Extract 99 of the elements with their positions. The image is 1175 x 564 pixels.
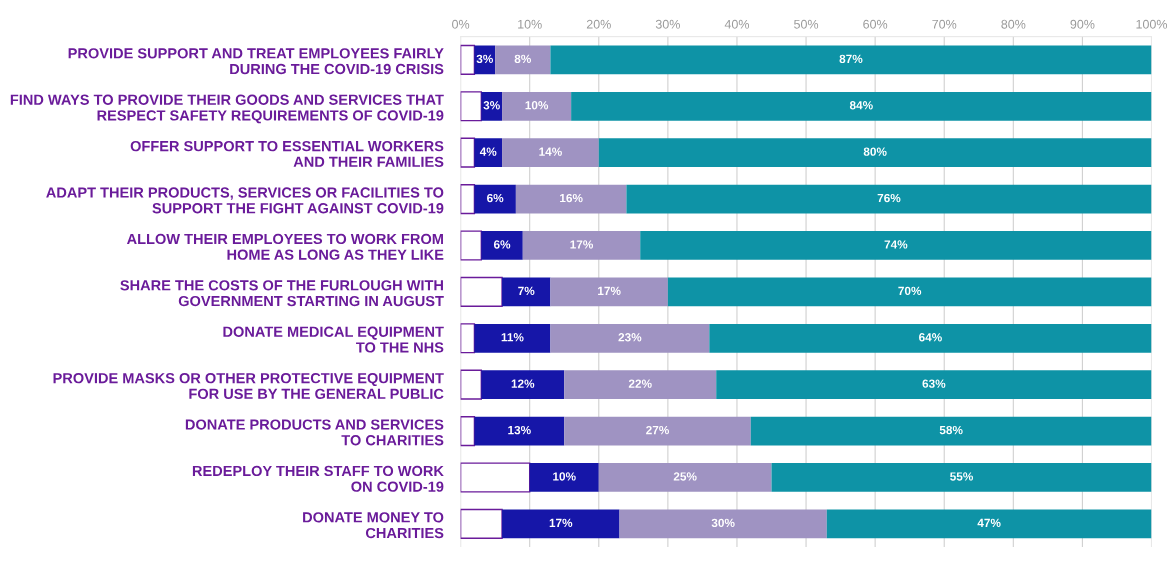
y-tick-label: ADAPT THEIR PRODUCTS, SERVICES OR FACILITIES TO SUPPORT THE FIGHT AGAINST COVID-19 (46, 187, 444, 214)
data-label: 4% (479, 147, 497, 156)
bar (474, 323, 551, 353)
y-tick-label: DONATE MEDICAL EQUIPMENT TO THE NHS (223, 326, 444, 353)
bar (529, 463, 599, 492)
x-tick-label: 30% (655, 19, 680, 29)
bar (502, 277, 551, 307)
bar (550, 277, 668, 307)
x-tick-label: 20% (586, 19, 611, 29)
bar (571, 91, 1152, 121)
bar (460, 462, 531, 493)
data-label: 12% (511, 379, 535, 388)
data-label: 17% (570, 240, 594, 249)
bar (502, 91, 572, 121)
data-label: 16% (560, 193, 583, 203)
bar (619, 509, 827, 539)
bar (598, 138, 1152, 168)
bar (667, 277, 1152, 307)
bar (626, 184, 1152, 214)
bar (474, 416, 565, 446)
data-label: 17% (598, 286, 621, 296)
data-label: 8% (514, 54, 531, 64)
bar (771, 463, 1152, 492)
bar (598, 463, 772, 492)
data-label: 3% (476, 54, 493, 64)
bar (550, 323, 710, 353)
x-tick-label: 0% (452, 19, 470, 29)
data-label: 80% (863, 147, 887, 156)
data-label: 22% (628, 379, 652, 388)
bar (460, 508, 503, 539)
y-tick-label: PROVIDE SUPPORT AND TREAT EMPLOYEES FAIRLY DURING THE COVID-19 CRISIS (68, 48, 444, 75)
bar (481, 91, 503, 121)
bar (481, 231, 523, 260)
bar (709, 323, 1152, 353)
x-tick-label: 50% (794, 19, 819, 29)
bar (460, 369, 483, 400)
bar (522, 231, 641, 260)
bar (474, 138, 503, 168)
y-tick-label: DONATE PRODUCTS AND SERVICES TO CHARITIES (185, 419, 444, 446)
data-label: 3% (483, 101, 500, 110)
data-label: 55% (950, 472, 974, 481)
bar (474, 45, 496, 75)
y-tick-label: OFFER SUPPORT TO ESSENTIAL WORKERS AND THEIR FAMILIES (130, 140, 444, 167)
x-tick-label: 100% (1136, 19, 1168, 29)
bar (460, 230, 483, 261)
x-tick-label: 10% (518, 19, 542, 29)
data-label: 25% (673, 472, 697, 481)
bar (550, 45, 1152, 75)
bar (460, 183, 476, 215)
bar (460, 323, 476, 354)
data-label: 84% (849, 101, 873, 110)
bar (564, 370, 717, 400)
data-label: 64% (919, 333, 942, 342)
data-label: 63% (922, 379, 946, 388)
bar (460, 44, 476, 75)
data-label: 7% (518, 286, 535, 296)
data-label: 14% (539, 147, 562, 156)
data-label: 70% (898, 286, 922, 296)
bar (716, 370, 1152, 400)
data-label: 27% (646, 425, 670, 435)
data-label: 13% (508, 425, 531, 435)
bar (474, 184, 516, 214)
x-tick-label: 70% (932, 19, 957, 29)
data-label: 23% (618, 333, 642, 342)
bar (564, 416, 751, 446)
x-tick-label: 40% (724, 19, 750, 29)
bar (460, 276, 503, 307)
bar (826, 509, 1152, 539)
data-label: 6% (493, 240, 511, 249)
bar (750, 416, 1152, 446)
y-tick-label: ALLOW THEIR EMPLOYEES TO WORK FROM HOME AS LONG AS THEY LIKE (126, 233, 444, 260)
data-label: 6% (487, 193, 504, 203)
data-label: 76% (877, 193, 901, 203)
y-tick-label: DONATE MONEY TO CHARITIES (303, 512, 444, 539)
bar (640, 231, 1152, 260)
bar (460, 137, 476, 168)
data-label: 74% (884, 240, 908, 249)
x-tick-label: 60% (863, 19, 888, 29)
bar (495, 45, 551, 75)
data-label: 87% (839, 54, 863, 64)
bar (460, 91, 483, 122)
data-label: 10% (525, 101, 549, 110)
x-tick-label: 80% (1001, 19, 1026, 29)
bar (502, 138, 599, 168)
data-label: 17% (549, 518, 573, 528)
data-label: 47% (977, 518, 1001, 528)
data-label: 58% (939, 425, 963, 435)
data-label: 10% (553, 472, 576, 481)
y-tick-label: PROVIDE MASKS OR OTHER PROTECTIVE EQUIPMENT FOR USE BY THE GENERAL PUBLIC (53, 372, 444, 400)
y-tick-label: FIND WAYS TO PROVIDE THEIR GOODS AND SERVICES THAT RESPECT SAFETY REQUIREMENTS OF COVID-19 (10, 94, 444, 124)
bar (502, 509, 620, 539)
bar (481, 370, 565, 400)
bar (515, 184, 627, 214)
data-label: 11% (501, 333, 524, 342)
y-tick-label: REDEPLOY THEIR STAFF TO WORK ON COVID-19 (192, 465, 444, 492)
data-label: 30% (711, 518, 735, 528)
y-tick-label: SHARE THE COSTS OF THE FURLOUGH WITH GOVERNMENT STARTING IN AUGUST (120, 280, 444, 307)
x-tick-label: 90% (1070, 19, 1095, 29)
bar (460, 415, 476, 447)
